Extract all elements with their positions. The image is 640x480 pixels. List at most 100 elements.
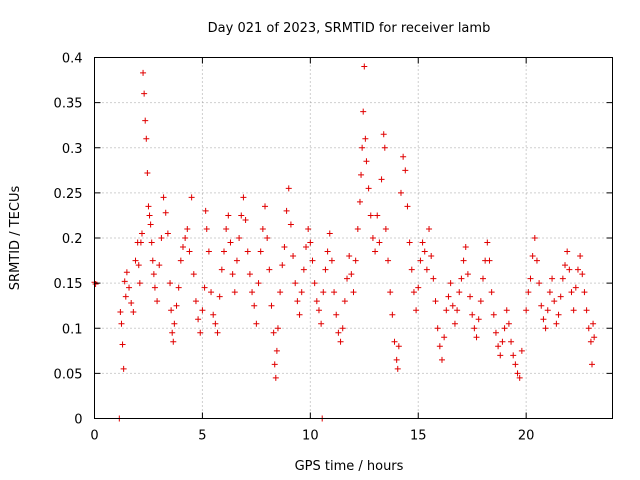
data-point	[376, 239, 383, 246]
data-point	[281, 244, 288, 251]
data-point	[354, 225, 361, 232]
data-point	[214, 329, 221, 336]
data-point	[486, 257, 493, 264]
data-point	[394, 365, 401, 372]
data-point	[533, 257, 540, 264]
data-point	[296, 311, 303, 318]
data-point	[227, 239, 234, 246]
data-point	[363, 158, 370, 165]
data-point	[137, 239, 144, 246]
data-point	[447, 280, 454, 287]
data-point	[577, 253, 584, 260]
data-point	[449, 302, 456, 309]
data-point	[590, 320, 597, 327]
data-point	[335, 329, 342, 336]
data-point	[287, 221, 294, 228]
data-point	[360, 108, 367, 115]
data-point	[585, 325, 592, 332]
data-point	[574, 266, 581, 273]
data-point	[525, 289, 532, 296]
x-tick-label: 5	[198, 429, 206, 444]
data-point	[443, 307, 450, 314]
data-point	[242, 216, 249, 223]
data-point	[251, 302, 258, 309]
data-point	[579, 271, 586, 278]
grid	[94, 57, 613, 419]
data-point	[225, 212, 232, 219]
data-point	[123, 269, 130, 276]
data-point	[410, 289, 417, 296]
y-tick-label: 0.15	[54, 277, 83, 292]
data-point	[309, 257, 316, 264]
data-point	[255, 280, 262, 287]
data-point	[419, 239, 426, 246]
x-tick-label: 10	[302, 429, 319, 444]
data-point	[121, 278, 128, 285]
y-tick-label: 0.4	[62, 52, 83, 67]
data-point	[400, 153, 407, 160]
data-point	[356, 198, 363, 205]
data-point	[557, 293, 564, 300]
data-point	[138, 230, 145, 237]
data-point	[270, 329, 277, 336]
data-point	[253, 320, 260, 327]
data-point	[374, 212, 381, 219]
data-point	[527, 275, 534, 282]
data-point	[536, 280, 543, 287]
data-point	[402, 167, 409, 174]
data-point	[503, 307, 510, 314]
data-point	[240, 194, 247, 201]
data-point	[484, 239, 491, 246]
data-point	[531, 235, 538, 241]
data-point	[92, 281, 99, 288]
data-point	[337, 338, 344, 345]
data-point	[454, 307, 461, 314]
data-point	[300, 266, 307, 273]
data-point	[203, 225, 210, 232]
data-point	[173, 302, 180, 309]
data-point	[210, 311, 217, 318]
data-point	[199, 307, 206, 314]
data-point	[117, 309, 124, 316]
data-points	[91, 63, 598, 422]
data-point	[339, 325, 346, 332]
chart-title: Day 021 of 2023, SRMTID for receiver lam…	[208, 21, 491, 36]
data-point	[362, 135, 369, 142]
data-point	[150, 271, 157, 278]
data-point	[341, 298, 348, 305]
data-point	[490, 311, 497, 318]
data-point	[141, 90, 148, 97]
data-point	[212, 320, 219, 327]
data-point	[568, 289, 575, 296]
data-point	[492, 329, 499, 336]
data-point	[458, 275, 465, 282]
data-point	[120, 365, 127, 372]
y-axis: 0 0.05 0.1 0.15 0.2 0.25 0.3 0.35 0.4	[54, 52, 613, 428]
data-point	[477, 298, 484, 305]
data-point	[505, 320, 512, 327]
data-point	[588, 361, 595, 368]
data-point	[231, 289, 238, 296]
data-point	[380, 131, 387, 138]
y-tick-label: 0.25	[54, 187, 83, 202]
data-point	[501, 325, 508, 332]
data-point	[272, 374, 279, 381]
data-point	[555, 311, 562, 318]
data-point	[223, 225, 230, 232]
data-point	[169, 329, 176, 336]
data-point	[135, 262, 142, 269]
data-point	[365, 185, 372, 192]
data-point	[167, 280, 174, 287]
data-point	[313, 298, 320, 305]
data-point	[551, 298, 558, 305]
data-point	[518, 347, 525, 354]
data-point	[583, 307, 590, 314]
data-point	[274, 325, 281, 332]
data-point	[179, 244, 186, 251]
data-point	[542, 325, 549, 332]
data-point	[413, 307, 420, 314]
x-axis: 0 5 10 15 20	[90, 57, 534, 444]
data-point	[236, 235, 243, 241]
data-point	[171, 320, 178, 327]
